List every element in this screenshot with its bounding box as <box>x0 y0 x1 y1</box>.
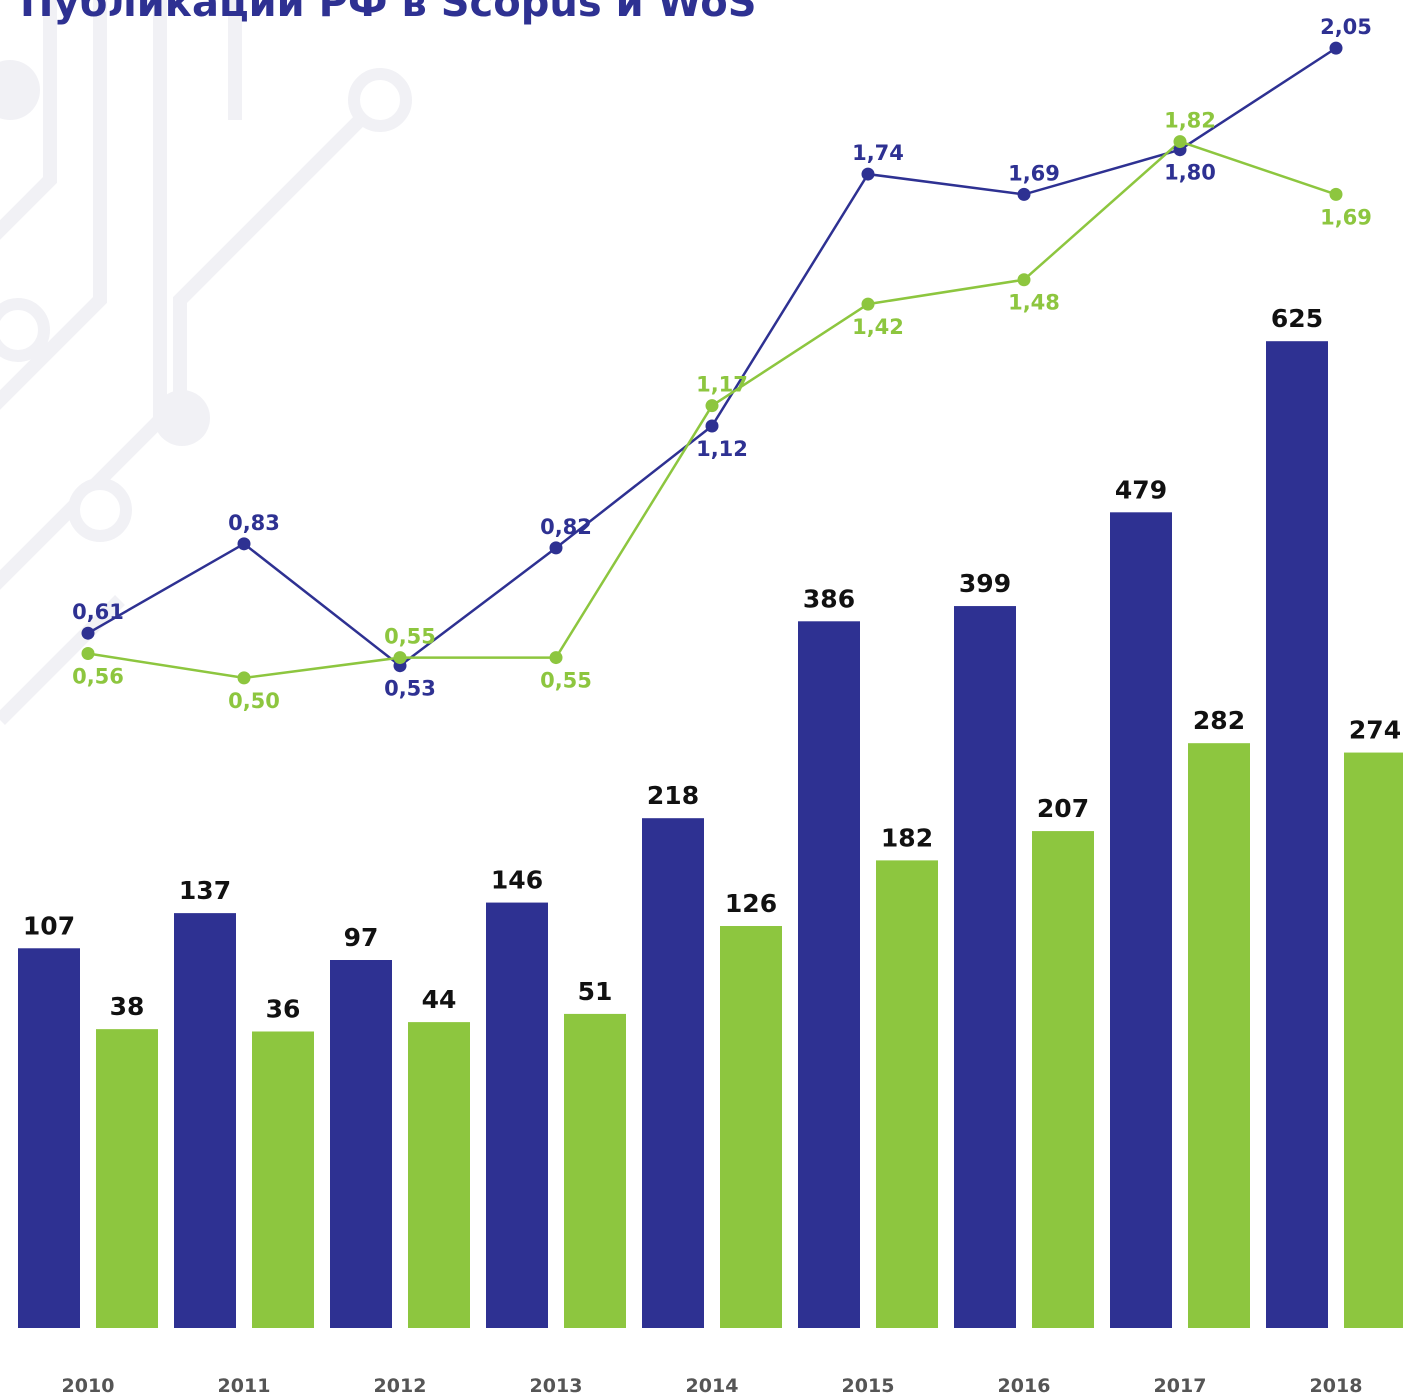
bar-value-label: 386 <box>803 584 855 613</box>
bar <box>1344 752 1403 1328</box>
line-value-label: 1,69 <box>1320 205 1372 229</box>
bar-value-label: 44 <box>422 985 457 1014</box>
bar <box>96 1029 158 1328</box>
line-value-label: 2,05 <box>1320 15 1372 39</box>
bar <box>876 860 938 1328</box>
bar <box>486 902 548 1328</box>
line-value-label: 1,12 <box>696 437 748 461</box>
x-tick-label: 2011 <box>218 1375 271 1394</box>
bar <box>330 960 392 1328</box>
bar <box>18 948 80 1328</box>
line-point <box>1017 273 1031 287</box>
line-value-label: 0,53 <box>384 677 436 701</box>
line-point <box>393 651 407 665</box>
line-point <box>861 167 875 181</box>
bar-value-label: 218 <box>647 781 699 810</box>
line-value-label: 1,80 <box>1164 161 1216 185</box>
bar-value-label: 625 <box>1271 304 1323 333</box>
x-tick-label: 2015 <box>842 1375 895 1394</box>
x-tick-label: 2014 <box>686 1375 739 1394</box>
line-value-label: 0,83 <box>228 511 280 535</box>
line-value-label: 1,82 <box>1164 109 1216 133</box>
x-tick-label: 2017 <box>1154 1375 1207 1394</box>
bar-value-label: 399 <box>959 569 1011 598</box>
line-point <box>81 626 95 640</box>
line-value-label: 0,82 <box>540 515 592 539</box>
line-point <box>1329 41 1343 55</box>
line-value-label: 0,50 <box>228 689 280 713</box>
bar <box>564 1013 626 1328</box>
bar <box>1188 743 1250 1328</box>
bar <box>642 818 704 1328</box>
line-point <box>705 419 719 433</box>
background-decoration <box>0 0 412 725</box>
line-value-label: 0,56 <box>72 665 124 689</box>
line-value-label: 1,42 <box>852 315 904 339</box>
line-point <box>1017 187 1031 201</box>
bar <box>1110 512 1172 1328</box>
line-value-label: 1,48 <box>1008 291 1060 315</box>
x-tick-label: 2012 <box>374 1375 427 1394</box>
bar <box>174 913 236 1328</box>
line-value-label: 1,74 <box>852 141 904 165</box>
bar-value-label: 97 <box>344 923 379 952</box>
bar <box>408 1022 470 1328</box>
bar <box>720 926 782 1328</box>
bar <box>954 606 1016 1328</box>
bar-value-label: 137 <box>179 876 231 905</box>
line-point <box>237 671 251 685</box>
line-point <box>1329 187 1343 201</box>
line-point <box>861 297 875 311</box>
bar-value-label: 274 <box>1349 716 1401 745</box>
line-point <box>549 651 563 665</box>
line-value-label: 0,55 <box>540 669 592 693</box>
bar <box>1266 341 1328 1328</box>
bar-value-label: 36 <box>266 994 301 1023</box>
bar-value-label: 107 <box>23 911 75 940</box>
line-point <box>705 399 719 413</box>
line-value-label: 1,17 <box>696 373 748 397</box>
x-tick-label: 2013 <box>530 1375 583 1394</box>
bar-value-label: 207 <box>1037 794 1089 823</box>
bar-value-label: 282 <box>1193 706 1245 735</box>
line-value-label: 0,55 <box>384 625 436 649</box>
bar-value-label: 126 <box>725 889 777 918</box>
x-tick-label: 2010 <box>62 1375 115 1394</box>
bar-value-label: 182 <box>881 823 933 852</box>
chart-title: Публикации РФ в Scopus и WoS <box>20 0 757 26</box>
bar <box>798 621 860 1328</box>
line-point <box>237 537 251 551</box>
bar <box>1032 831 1094 1328</box>
line-point <box>1173 135 1187 149</box>
line-point <box>549 541 563 555</box>
x-tick-label: 2016 <box>998 1375 1051 1394</box>
x-tick-label: 2018 <box>1310 1375 1363 1394</box>
bar-value-label: 479 <box>1115 475 1167 504</box>
bar <box>252 1031 314 1328</box>
line-value-label: 0,61 <box>72 600 124 624</box>
line-point <box>81 647 95 661</box>
line-value-label: 1,69 <box>1008 161 1060 185</box>
bar-value-label: 38 <box>110 992 145 1021</box>
bar-value-label: 146 <box>491 866 543 895</box>
bar-value-label: 51 <box>578 977 613 1006</box>
